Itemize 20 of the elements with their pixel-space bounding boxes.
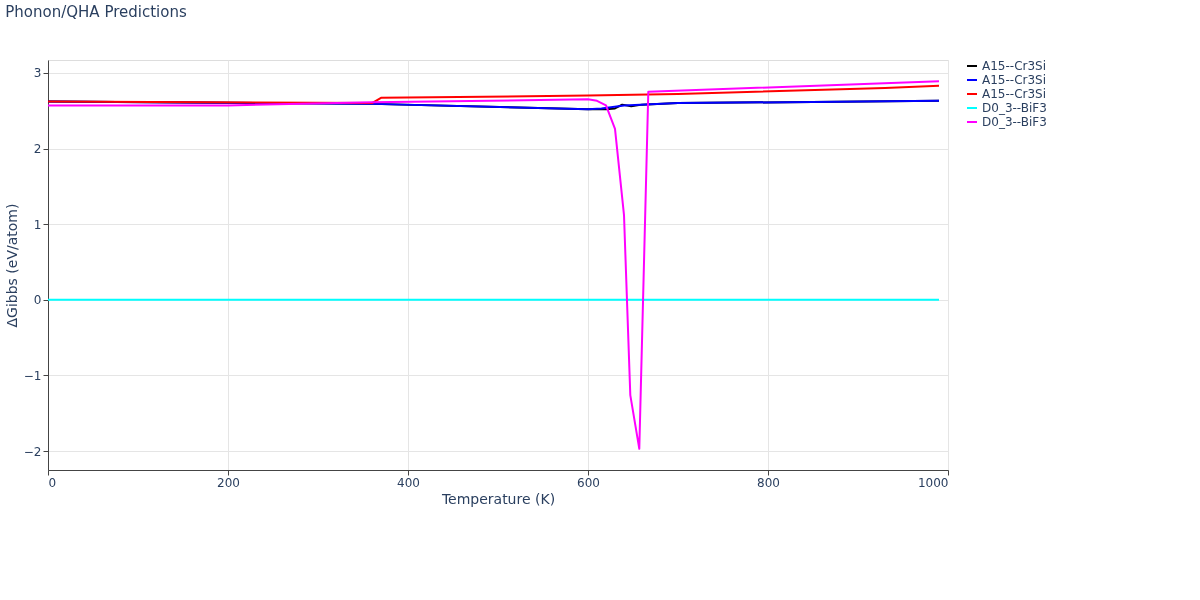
x-tick-label: 0 (48, 475, 57, 490)
legend-label: D0_3--BiF3 (982, 115, 1047, 129)
y-tick-label: 0 (33, 293, 42, 308)
legend-label: A15--Cr3Si (982, 73, 1047, 87)
y-tick-label: 2 (33, 142, 42, 157)
x-tick-label: 400 (397, 475, 420, 490)
y-axis-title: ΔGibbs (eV/atom) (3, 203, 20, 328)
y-tick-label: 1 (33, 217, 42, 232)
y-tick-label: −1 (23, 368, 42, 383)
x-tick-label: 800 (757, 475, 780, 490)
legend-label: A15--Cr3Si (982, 87, 1047, 101)
y-tick-label: 3 (33, 66, 42, 81)
x-tick-label: 1000 (917, 475, 949, 490)
y-tick-label: −2 (23, 444, 42, 459)
chart-title: Phonon/QHA Predictions (5, 3, 187, 21)
x-axis-title: Temperature (K) (440, 490, 556, 507)
x-tick-label: 600 (577, 475, 600, 490)
legend-label: A15--Cr3Si (982, 59, 1047, 73)
legend-label: D0_3--BiF3 (982, 101, 1047, 115)
x-tick-label: 200 (217, 475, 240, 490)
